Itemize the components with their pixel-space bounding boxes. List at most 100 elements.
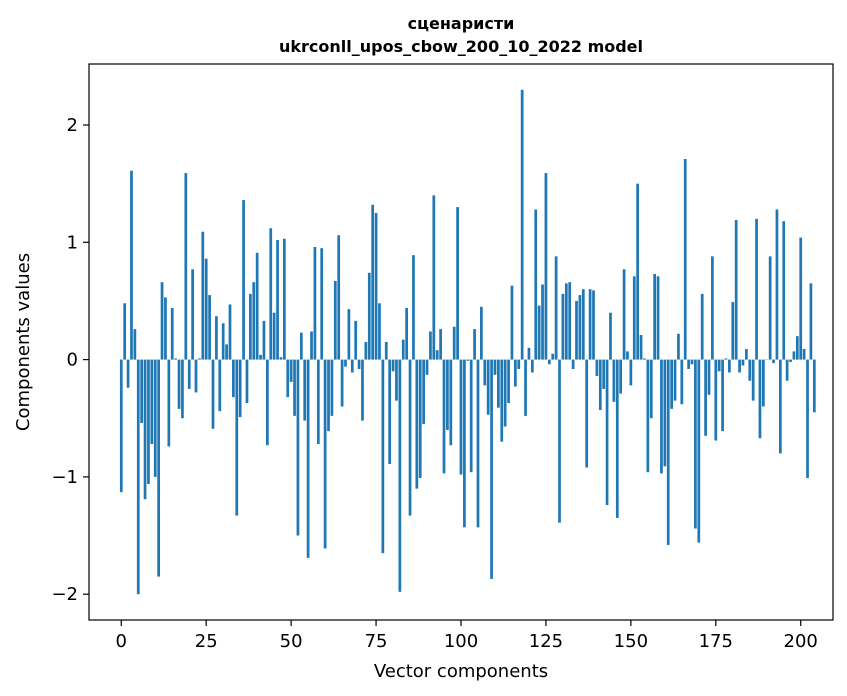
bar-86 — [412, 255, 415, 360]
bar-54 — [303, 359, 307, 421]
bar-0 — [119, 359, 123, 493]
bar-73 — [367, 272, 371, 360]
bar-2 — [126, 359, 130, 388]
bar-203 — [809, 283, 813, 360]
bar-75 — [374, 212, 378, 360]
bar-176 — [717, 359, 721, 372]
bar-87 — [415, 359, 419, 489]
bar-156 — [649, 359, 653, 419]
bar-36 — [242, 200, 245, 360]
bar-13 — [164, 297, 167, 360]
bar-52 — [296, 359, 300, 536]
bar-93 — [435, 350, 439, 360]
bar-167 — [687, 359, 690, 369]
bar-195 — [782, 221, 786, 360]
bar-137 — [585, 359, 589, 468]
bar-161 — [666, 359, 670, 545]
bar-119 — [524, 359, 527, 416]
bar-89 — [422, 359, 425, 425]
bar-82 — [398, 359, 402, 592]
bar-149 — [626, 351, 629, 360]
x-tick-label-50: 50 — [280, 631, 303, 652]
y-tick-label-2: 2 — [67, 115, 78, 136]
x-tick-label-150: 150 — [614, 631, 648, 652]
x-tick-label-125: 125 — [529, 631, 563, 652]
bar-158 — [656, 276, 660, 360]
bar-155 — [646, 359, 650, 473]
bar-series — [119, 89, 816, 595]
bar-55 — [306, 359, 310, 558]
bar-179 — [728, 359, 731, 373]
bar-112 — [500, 359, 504, 442]
bar-174 — [711, 256, 714, 360]
bar-8 — [147, 359, 150, 484]
bar-115 — [510, 285, 514, 360]
bar-165 — [680, 359, 684, 405]
bar-139 — [592, 290, 595, 360]
bar-53 — [299, 332, 303, 360]
bar-140 — [595, 359, 599, 377]
bar-113 — [503, 359, 507, 427]
bar-204 — [812, 359, 816, 413]
bar-90 — [425, 359, 429, 375]
bar-38 — [249, 293, 252, 360]
bar-88 — [418, 359, 422, 479]
bar-157 — [653, 273, 656, 360]
bar-178 — [724, 358, 728, 360]
bar-159 — [660, 359, 663, 474]
bar-173 — [707, 359, 711, 395]
bar-51 — [293, 359, 296, 416]
plot-frame — [88, 63, 834, 621]
bar-92 — [432, 195, 436, 360]
bar-188 — [758, 359, 762, 439]
bar-103 — [469, 359, 473, 473]
bar-171 — [700, 293, 704, 360]
bar-163 — [673, 359, 677, 401]
bar-83 — [401, 339, 405, 360]
bar-117 — [517, 359, 521, 369]
bar-95 — [442, 359, 446, 474]
bar-101 — [463, 359, 466, 528]
bar-18 — [181, 359, 184, 419]
bar-196 — [785, 359, 789, 381]
bar-48 — [282, 238, 286, 360]
bar-134 — [575, 300, 578, 360]
bar-131 — [564, 283, 568, 360]
bar-187 — [755, 218, 758, 360]
bar-122 — [534, 209, 538, 360]
bar-164 — [677, 333, 680, 360]
bar-116 — [514, 359, 517, 387]
bar-76 — [378, 303, 381, 360]
bar-201 — [802, 349, 806, 360]
bar-34 — [235, 359, 239, 516]
bar-91 — [429, 331, 432, 360]
bar-15 — [170, 307, 174, 360]
bar-19 — [184, 173, 188, 360]
bar-40 — [255, 252, 259, 360]
bar-114 — [507, 359, 510, 403]
bar-126 — [547, 359, 551, 365]
bar-60 — [323, 359, 327, 549]
bar-16 — [174, 358, 177, 360]
bar-17 — [177, 359, 181, 409]
bar-99 — [456, 207, 459, 360]
bar-3 — [130, 170, 133, 360]
bar-189 — [762, 359, 765, 407]
x-tick-label-100: 100 — [444, 631, 478, 652]
bar-68 — [350, 359, 354, 373]
bar-96 — [446, 359, 449, 430]
bar-127 — [551, 353, 555, 360]
bar-150 — [629, 359, 633, 386]
bar-128 — [554, 256, 558, 360]
bar-61 — [327, 359, 330, 432]
bar-120 — [527, 347, 531, 360]
bar-77 — [381, 359, 385, 554]
bar-81 — [395, 359, 398, 401]
bar-191 — [768, 256, 772, 360]
bar-104 — [473, 329, 476, 360]
x-tick-label-25: 25 — [195, 631, 218, 652]
bar-94 — [439, 329, 442, 360]
bar-169 — [694, 359, 697, 529]
bar-136 — [581, 289, 585, 360]
y-tick-label--2: −2 — [51, 584, 78, 605]
